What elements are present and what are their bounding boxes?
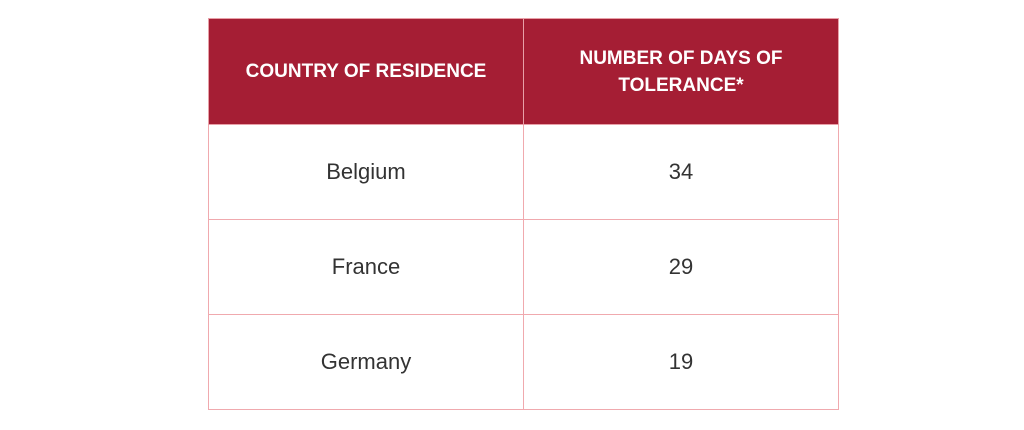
days-cell: 34 [523,124,839,220]
table-row: Belgium 34 [208,124,839,220]
days-cell: 19 [523,314,839,410]
country-cell: France [208,219,524,315]
country-cell: Belgium [208,124,524,220]
days-cell: 29 [523,219,839,315]
country-cell: Germany [208,314,524,410]
table-row: France 29 [208,219,839,315]
table-body: Belgium 34 France 29 Germany 19 [208,124,839,410]
header-row: COUNTRY OF RESIDENCE NUMBER OF DAYS OF T… [208,18,839,125]
tolerance-table: COUNTRY OF RESIDENCE NUMBER OF DAYS OF T… [208,18,839,410]
header-country-of-residence: COUNTRY OF RESIDENCE [208,18,524,125]
header-number-of-days-of-tolerance: NUMBER OF DAYS OF TOLERANCE* [523,18,839,125]
table-row: Germany 19 [208,314,839,410]
table-header: COUNTRY OF RESIDENCE NUMBER OF DAYS OF T… [208,18,839,125]
